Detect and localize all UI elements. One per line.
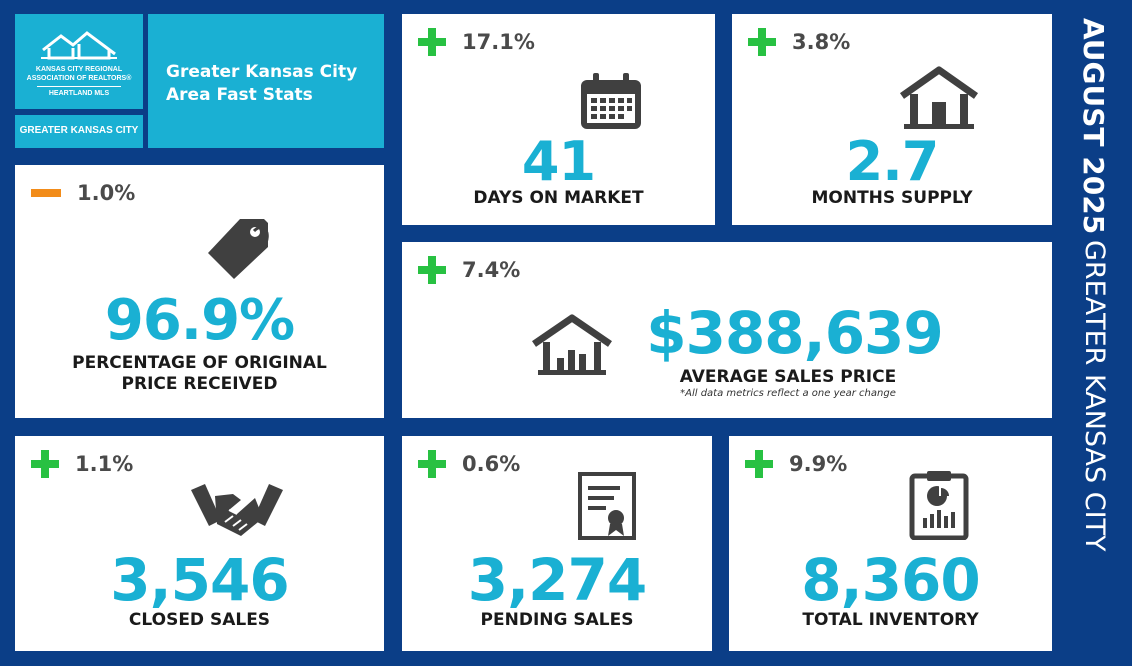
certificate-icon [578,472,636,540]
stat-label: PENDING SALES [480,610,634,630]
logo-text-line2: ASSOCIATION OF REALTORS® [26,75,132,82]
change-value: 0.6% [462,452,521,476]
change-indicator: 1.0% [31,181,135,205]
stat-value: 3,274 [467,546,647,614]
minus-icon [31,189,61,197]
stat-card-avg-sales-price: 7.4% $388,639 AVERAGE SALES PRICE *All d… [402,242,1052,418]
clipboard-chart-icon [909,471,969,540]
stat-label-line1: PERCENTAGE OF ORIGINAL [72,353,327,373]
stat-label: CLOSED SALES [128,610,271,630]
logo-block: KANSAS CITY REGIONAL ASSOCIATION OF REAL… [15,14,143,109]
stat-card-pending-sales: 0.6% 3,274 PENDING SALES [402,436,712,651]
stat-label: MONTHS SUPPLY [811,188,973,208]
change-value: 9.9% [789,452,848,476]
price-tag-icon [208,219,269,279]
change-indicator: 1.1% [31,450,133,478]
stat-value: 8,360 [801,546,980,614]
logo-text-line1: KANSAS CITY REGIONAL [35,66,123,73]
stat-card-closed-sales: 1.1% 3,546 CLOSED SALES [15,436,384,651]
plus-icon [745,450,773,478]
plus-icon [418,256,446,284]
plus-icon [748,28,776,56]
stat-label: DAYS ON MARKET [473,188,644,208]
stat-label: AVERAGE SALES PRICE [679,367,897,387]
change-indicator: 0.6% [418,450,520,478]
house-chart-icon [532,314,612,375]
change-value: 3.8% [792,30,851,54]
stat-value: 41 [521,130,596,193]
report-area: GREATER KANSAS CITY [1079,240,1110,552]
change-value: 1.0% [77,181,136,205]
change-indicator: 7.4% [418,256,520,284]
stat-value: 96.9% [104,288,295,353]
handshake-icon [191,484,283,536]
change-value: 1.1% [75,452,134,476]
title-block: Greater Kansas City Area Fast Stats [148,14,384,148]
region-tag-text: GREATER KANSAS CITY [19,125,139,136]
stat-card-days-on-market: 17.1% 41 DAYS ON MARKET [402,14,715,225]
footnote: *All data metrics reflect a one year cha… [680,388,896,399]
stat-card-pct-original-price: 1.0% 96.9% PERCENTAGE OF ORIGINAL PRICE … [15,165,384,418]
logo-text-line3: HEARTLAND MLS [48,90,110,97]
change-indicator: 3.8% [748,28,850,56]
stat-label: TOTAL INVENTORY [802,610,979,630]
logo-houses-icon [41,31,117,60]
change-value: 7.4% [462,258,521,282]
report-month: AUGUST 2025 [1077,18,1110,235]
calendar-icon [581,73,641,129]
stat-value: $388,639 [646,299,944,367]
stat-value: 3,546 [110,546,289,614]
plus-icon [418,450,446,478]
plus-icon [418,28,446,56]
plus-icon [31,450,59,478]
stat-card-months-supply: 3.8% 2.7 MONTHS SUPPLY [732,14,1052,225]
stat-label-line2: PRICE RECEIVED [121,374,278,394]
change-value: 17.1% [462,30,535,54]
region-tag: GREATER KANSAS CITY [15,115,143,148]
stat-value: 2.7 [845,130,940,193]
change-indicator: 17.1% [418,28,535,56]
change-indicator: 9.9% [745,450,847,478]
house-icon [899,66,979,129]
logo-divider [37,86,121,87]
page-title-line1: Greater Kansas City [166,62,358,82]
stat-card-total-inventory: 9.9% 8,360 TOTAL INVENTORY [729,436,1052,651]
page-title-line2: Area Fast Stats [166,85,313,105]
